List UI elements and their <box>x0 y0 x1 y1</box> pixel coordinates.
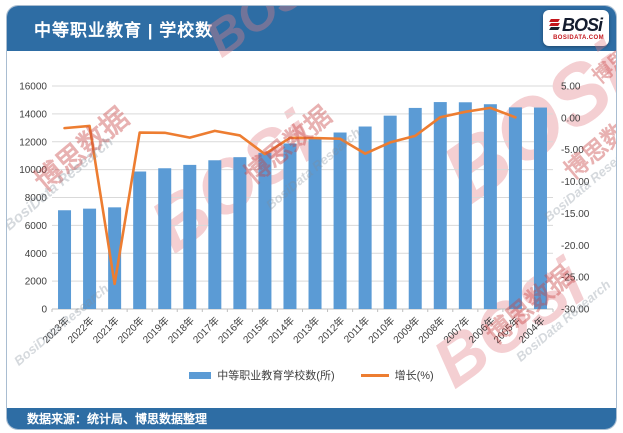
x-axis-label: 2021年 <box>90 314 122 346</box>
x-axis-label: 2011年 <box>341 314 372 345</box>
right-axis-label: -20.00 <box>561 241 590 252</box>
data-source-note: 数据来源：统计局、博思数据整理 <box>27 412 208 426</box>
bar-2010年 <box>383 115 397 309</box>
right-axis-label: -10.00 <box>561 177 590 188</box>
right-axis-label: -5.00 <box>561 145 584 156</box>
legend-item-schools: 中等职业教育学校数(所) <box>189 367 335 383</box>
chart-legend: 中等职业教育学校数(所) 增长(%) <box>7 367 616 383</box>
bar-2005年 <box>508 107 522 309</box>
right-axis-label: -15.00 <box>561 209 590 220</box>
footer-bar: 数据来源：统计局、博思数据整理 <box>7 408 616 429</box>
header-bar: 中等职业教育 | 学校数 BOSi BOSIDATA.COM <box>7 6 616 51</box>
page-title: 中等职业教育 | 学校数 <box>34 21 214 40</box>
x-axis-label: 2004年 <box>516 314 548 346</box>
bar-series-swatch-icon <box>189 371 212 379</box>
bar-2011年 <box>358 126 372 309</box>
bar-2019年 <box>158 168 172 309</box>
bar-2013年 <box>308 138 322 309</box>
x-axis-label: 2006年 <box>465 314 497 346</box>
logo-stripe <box>549 23 560 26</box>
bosi-logo: BOSi BOSIDATA.COM <box>543 10 609 46</box>
bar-2012年 <box>333 132 347 309</box>
bar-2021年 <box>108 207 122 309</box>
x-axis-label: 2005年 <box>491 314 523 346</box>
bar-2009年 <box>408 107 422 309</box>
left-axis-label: 16000 <box>19 82 47 93</box>
chart-area: BOSiBOSiBOSiBOSi 02000400060008000100001… <box>7 6 616 408</box>
bar-2016年 <box>233 157 247 309</box>
x-axis-label: 2020年 <box>115 314 147 346</box>
line-series-swatch-icon <box>360 373 389 377</box>
x-axis-label: 2014年 <box>265 314 297 346</box>
left-axis-label: 6000 <box>25 221 48 232</box>
left-axis-label: 0 <box>41 305 47 316</box>
x-axis-label: 2016年 <box>215 314 247 346</box>
x-axis-label: 2015年 <box>240 314 272 346</box>
x-axis-label: 2008年 <box>415 314 447 346</box>
left-axis-label: 8000 <box>25 193 48 204</box>
legend-item-growth: 增长(%) <box>360 367 434 383</box>
left-axis-label: 2000 <box>25 277 48 288</box>
right-axis-label: -25.00 <box>561 273 590 284</box>
growth-line <box>63 106 517 286</box>
logo-stripes-icon <box>549 19 560 30</box>
logo-row: BOSi <box>549 14 603 35</box>
left-axis-label: 12000 <box>19 137 47 148</box>
left-axis-label: 10000 <box>19 165 47 176</box>
bar-2023年 <box>58 210 72 309</box>
bar-2022年 <box>83 208 97 309</box>
logo-domain: BOSIDATA.COM <box>553 34 604 41</box>
combo-chart: 0 2000 4000 6000 8000 10000 12000 14000 16000 5.0… <box>19 82 590 346</box>
x-axis-label: 2022年 <box>65 314 97 346</box>
chart-card: 中等职业教育 | 学校数 BOSi BOSIDATA.COM BOSiBOSiB… <box>6 5 617 430</box>
bar-2020年 <box>133 171 147 309</box>
x-axis-label: 2010年 <box>365 314 397 346</box>
right-axis-label: -30.00 <box>561 305 590 316</box>
logo-stripe <box>549 27 560 30</box>
bar-2006年 <box>483 104 497 309</box>
bar-2014年 <box>283 143 297 309</box>
bar-2007年 <box>458 102 472 310</box>
x-axis-label: 2007年 <box>440 314 472 346</box>
x-axis-label: 2012年 <box>315 314 347 346</box>
logo-wordmark: BOSi <box>561 14 603 35</box>
left-axis-label: 14000 <box>19 109 47 120</box>
legend-label-growth: 增长(%) <box>394 370 434 382</box>
bar-2015年 <box>258 152 272 309</box>
bar-2018年 <box>183 164 197 309</box>
x-axis-label: 2023年 <box>40 314 72 346</box>
right-axis-label: 5.00 <box>561 82 581 93</box>
x-axis-label: 2018年 <box>165 314 197 346</box>
bar-2017年 <box>208 160 222 309</box>
x-axis-label: 2013年 <box>290 314 322 346</box>
x-axis-label: 2017年 <box>190 314 222 346</box>
left-axis-label: 4000 <box>25 249 48 260</box>
x-axis-label: 2019年 <box>140 314 172 346</box>
logo-stripe <box>549 19 560 22</box>
bar-2008年 <box>433 102 447 309</box>
bar-2004年 <box>533 107 547 309</box>
legend-label-schools: 中等职业教育学校数(所) <box>217 370 335 382</box>
x-axis-label: 2009年 <box>390 314 422 346</box>
right-axis-label: 0.00 <box>561 113 581 124</box>
